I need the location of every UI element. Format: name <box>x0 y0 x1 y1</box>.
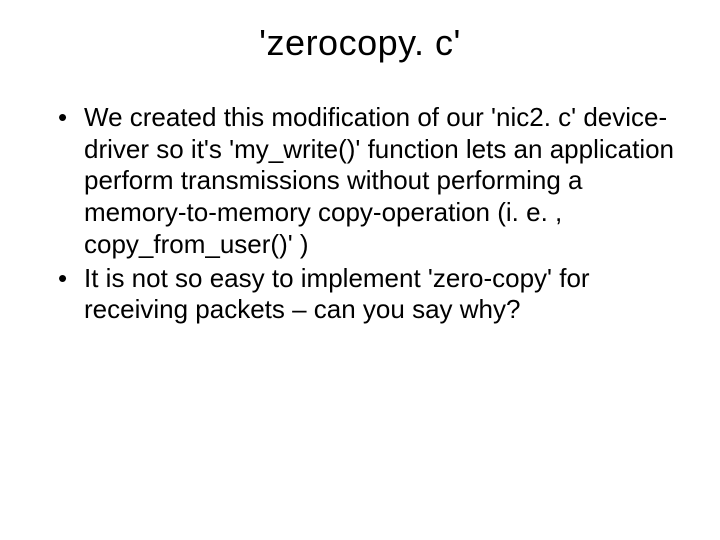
list-item: It is not so easy to implement 'zero-cop… <box>58 263 680 326</box>
list-item: We created this modification of our 'nic… <box>58 102 680 261</box>
slide-container: 'zerocopy. c' We created this modificati… <box>0 0 720 540</box>
bullet-list: We created this modification of our 'nic… <box>40 102 680 326</box>
slide-title: 'zerocopy. c' <box>40 22 680 64</box>
